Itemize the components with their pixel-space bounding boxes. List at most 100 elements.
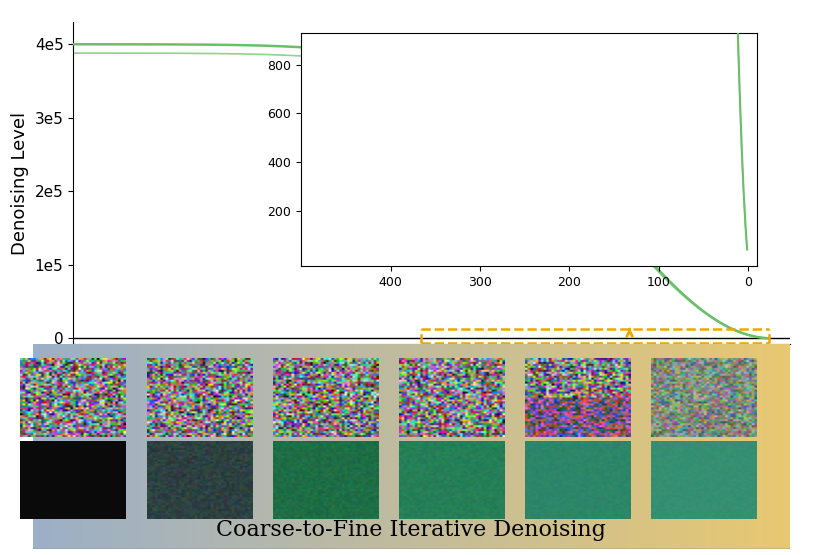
FancyBboxPatch shape [631, 344, 634, 549]
FancyBboxPatch shape [654, 344, 657, 549]
FancyBboxPatch shape [608, 344, 611, 549]
FancyBboxPatch shape [294, 344, 298, 549]
FancyBboxPatch shape [555, 344, 558, 549]
FancyBboxPatch shape [271, 344, 275, 549]
FancyBboxPatch shape [445, 344, 449, 549]
FancyBboxPatch shape [184, 344, 188, 549]
FancyBboxPatch shape [388, 344, 392, 549]
Y-axis label: Denoising Level: Denoising Level [11, 112, 29, 255]
FancyBboxPatch shape [665, 344, 668, 549]
FancyBboxPatch shape [695, 344, 698, 549]
FancyBboxPatch shape [211, 344, 214, 549]
FancyBboxPatch shape [362, 344, 365, 549]
FancyBboxPatch shape [120, 344, 124, 549]
FancyBboxPatch shape [540, 344, 544, 549]
FancyBboxPatch shape [351, 344, 354, 549]
FancyBboxPatch shape [741, 344, 744, 549]
FancyBboxPatch shape [203, 344, 207, 549]
FancyBboxPatch shape [483, 344, 487, 549]
FancyBboxPatch shape [264, 344, 267, 549]
FancyBboxPatch shape [241, 344, 244, 549]
FancyBboxPatch shape [642, 344, 646, 549]
FancyBboxPatch shape [657, 344, 661, 549]
FancyBboxPatch shape [581, 344, 585, 549]
FancyBboxPatch shape [638, 344, 642, 549]
FancyBboxPatch shape [358, 344, 362, 549]
FancyBboxPatch shape [646, 344, 650, 549]
FancyBboxPatch shape [479, 344, 483, 549]
FancyBboxPatch shape [759, 344, 763, 549]
FancyBboxPatch shape [510, 344, 514, 549]
FancyBboxPatch shape [528, 344, 532, 549]
FancyBboxPatch shape [90, 344, 93, 549]
FancyBboxPatch shape [157, 344, 161, 549]
FancyBboxPatch shape [287, 344, 290, 549]
FancyBboxPatch shape [449, 344, 453, 549]
FancyBboxPatch shape [491, 344, 494, 549]
FancyBboxPatch shape [142, 344, 147, 549]
FancyBboxPatch shape [55, 344, 59, 549]
FancyBboxPatch shape [207, 344, 211, 549]
FancyBboxPatch shape [339, 344, 343, 549]
FancyBboxPatch shape [430, 344, 434, 549]
FancyBboxPatch shape [494, 344, 498, 549]
FancyBboxPatch shape [672, 344, 676, 549]
FancyBboxPatch shape [70, 344, 74, 549]
FancyBboxPatch shape [767, 344, 771, 549]
FancyBboxPatch shape [611, 344, 615, 549]
FancyBboxPatch shape [101, 344, 104, 549]
FancyBboxPatch shape [177, 344, 180, 549]
FancyBboxPatch shape [260, 344, 264, 549]
FancyBboxPatch shape [354, 344, 358, 549]
FancyBboxPatch shape [301, 344, 305, 549]
FancyBboxPatch shape [252, 344, 256, 549]
FancyBboxPatch shape [51, 344, 55, 549]
FancyBboxPatch shape [309, 344, 313, 549]
FancyBboxPatch shape [627, 344, 631, 549]
FancyBboxPatch shape [763, 344, 767, 549]
FancyBboxPatch shape [331, 344, 335, 549]
FancyBboxPatch shape [407, 344, 411, 549]
FancyBboxPatch shape [124, 344, 127, 549]
FancyBboxPatch shape [778, 344, 782, 549]
FancyBboxPatch shape [191, 344, 195, 549]
FancyBboxPatch shape [37, 344, 40, 549]
FancyBboxPatch shape [718, 344, 721, 549]
FancyBboxPatch shape [707, 344, 710, 549]
FancyBboxPatch shape [135, 344, 138, 549]
FancyBboxPatch shape [244, 344, 248, 549]
FancyBboxPatch shape [441, 344, 445, 549]
FancyBboxPatch shape [487, 344, 491, 549]
FancyBboxPatch shape [744, 344, 748, 549]
FancyBboxPatch shape [411, 344, 415, 549]
FancyBboxPatch shape [324, 344, 328, 549]
FancyBboxPatch shape [40, 344, 44, 549]
FancyBboxPatch shape [237, 344, 241, 549]
FancyBboxPatch shape [453, 344, 457, 549]
FancyBboxPatch shape [514, 344, 517, 549]
FancyBboxPatch shape [551, 344, 555, 549]
FancyBboxPatch shape [457, 344, 460, 549]
FancyBboxPatch shape [131, 344, 135, 549]
FancyBboxPatch shape [267, 344, 271, 549]
FancyBboxPatch shape [650, 344, 654, 549]
FancyBboxPatch shape [173, 344, 177, 549]
FancyBboxPatch shape [199, 344, 203, 549]
FancyBboxPatch shape [365, 344, 370, 549]
FancyBboxPatch shape [578, 344, 581, 549]
FancyBboxPatch shape [597, 344, 601, 549]
FancyBboxPatch shape [81, 344, 85, 549]
FancyBboxPatch shape [661, 344, 665, 549]
FancyBboxPatch shape [112, 344, 116, 549]
FancyBboxPatch shape [377, 344, 381, 549]
FancyBboxPatch shape [313, 344, 317, 549]
FancyBboxPatch shape [570, 344, 574, 549]
FancyBboxPatch shape [67, 344, 70, 549]
FancyBboxPatch shape [418, 344, 422, 549]
FancyBboxPatch shape [567, 344, 570, 549]
FancyBboxPatch shape [347, 344, 351, 549]
FancyBboxPatch shape [687, 344, 691, 549]
FancyBboxPatch shape [282, 344, 287, 549]
FancyBboxPatch shape [400, 344, 404, 549]
FancyBboxPatch shape [589, 344, 593, 549]
